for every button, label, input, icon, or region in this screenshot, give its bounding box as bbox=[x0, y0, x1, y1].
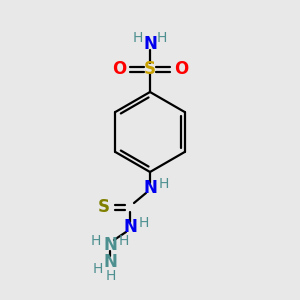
Text: S: S bbox=[98, 198, 110, 216]
Text: H: H bbox=[159, 177, 169, 191]
Text: N: N bbox=[143, 35, 157, 53]
Text: H: H bbox=[133, 31, 143, 45]
Text: N: N bbox=[103, 236, 117, 254]
Text: H: H bbox=[106, 269, 116, 283]
Text: O: O bbox=[112, 60, 126, 78]
Text: O: O bbox=[174, 60, 188, 78]
Text: H: H bbox=[119, 234, 129, 248]
Text: N: N bbox=[103, 253, 117, 271]
Text: H: H bbox=[157, 31, 167, 45]
Text: N: N bbox=[143, 179, 157, 197]
Text: H: H bbox=[93, 262, 103, 276]
Text: N: N bbox=[123, 218, 137, 236]
Text: H: H bbox=[139, 216, 149, 230]
Text: H: H bbox=[91, 234, 101, 248]
Text: S: S bbox=[144, 60, 156, 78]
